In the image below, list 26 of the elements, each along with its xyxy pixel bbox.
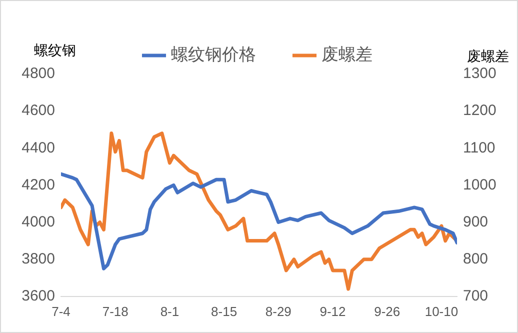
y-tick-label: 3600 — [22, 288, 55, 305]
x-tick-label: 8-15 — [211, 304, 238, 319]
y2-tick-label: 700 — [463, 288, 488, 305]
x-tick-label: 8-1 — [160, 304, 180, 319]
y-tick-label: 4200 — [22, 176, 55, 194]
y2-tick-label: 1300 — [463, 65, 496, 82]
y-tick-label: 4400 — [22, 139, 55, 156]
x-tick-label: 8-29 — [265, 304, 292, 319]
y-axis-title: 螺纹钢 — [34, 42, 76, 58]
y-tick-label: 4800 — [22, 65, 55, 82]
y2-tick-label: 900 — [463, 213, 488, 230]
y-tick-label: 4600 — [22, 102, 55, 120]
y2-tick-label: 800 — [463, 250, 488, 268]
x-tick-label: 9-26 — [374, 304, 400, 319]
y-tick-label: 3800 — [22, 250, 55, 268]
x-tick-label: 10-10 — [424, 304, 458, 319]
x-tick-label: 7-18 — [102, 304, 128, 319]
y2-tick-label: 1200 — [463, 102, 496, 120]
legend-label: 螺纹钢价格 — [171, 45, 256, 64]
y2-tick-label: 1100 — [463, 139, 496, 156]
y-tick-label: 4000 — [22, 213, 55, 230]
y2-tick-label: 1000 — [463, 176, 496, 194]
y2-axis-title: 废螺差 — [467, 48, 509, 64]
legend-label: 废螺差 — [322, 45, 372, 64]
x-tick-label: 9-12 — [320, 304, 346, 319]
x-tick-label: 7-4 — [52, 304, 70, 319]
